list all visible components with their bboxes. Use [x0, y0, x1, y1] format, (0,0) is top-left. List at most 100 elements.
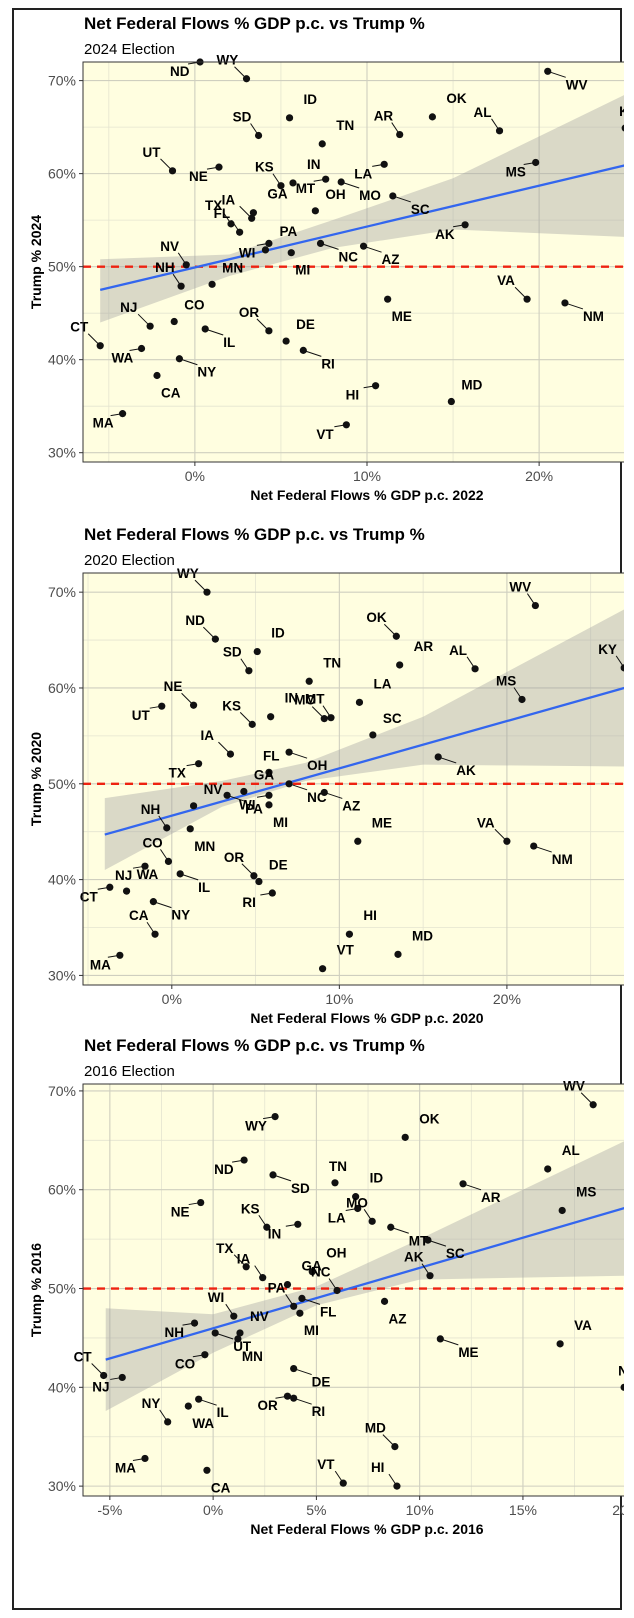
point-label: NM — [552, 852, 573, 867]
point-label: NV — [160, 239, 179, 254]
y-tick-label: 30% — [48, 445, 76, 461]
point-label: WV — [563, 1079, 585, 1094]
data-point — [308, 1268, 316, 1276]
data-point — [434, 753, 442, 761]
chart-panel-2020: Net Federal Flows % GDP p.c. vs Trump % … — [14, 521, 624, 1051]
point-label: CO — [142, 835, 162, 850]
x-tick-label: 15% — [509, 1502, 537, 1518]
data-point — [226, 750, 235, 758]
point-label: TN — [336, 118, 354, 133]
chart-title: Net Federal Flows % GDP p.c. vs Trump % — [84, 525, 425, 544]
y-tick-label: 50% — [48, 259, 76, 275]
point-label: HI — [363, 908, 377, 923]
data-point — [355, 698, 364, 706]
point-label: MD — [412, 928, 433, 943]
y-tick-label: 40% — [48, 352, 76, 368]
data-point — [369, 731, 377, 739]
point-label: MA — [115, 1460, 136, 1475]
point-label: PA — [245, 801, 263, 816]
x-axis-label: Net Federal Flows % GDP p.c. 2022 — [250, 487, 483, 503]
data-point — [236, 228, 244, 236]
point-label: VT — [316, 427, 334, 442]
point-label: LA — [373, 676, 391, 691]
data-point — [215, 163, 223, 171]
data-point — [495, 127, 504, 135]
point-label: KS — [222, 698, 241, 713]
data-point — [177, 282, 185, 290]
data-point — [396, 661, 404, 669]
data-point — [316, 239, 325, 247]
data-point — [530, 842, 538, 850]
data-point — [589, 1101, 597, 1109]
data-point — [436, 1335, 444, 1343]
point-label: SC — [411, 202, 430, 217]
point-label: WA — [112, 351, 134, 366]
data-point — [283, 1280, 292, 1289]
point-label: AL — [562, 1143, 580, 1158]
point-label: MI — [273, 815, 288, 830]
chart-title: Net Federal Flows % GDP p.c. vs Trump % — [84, 1036, 425, 1055]
point-label: MD — [365, 1421, 386, 1436]
data-point — [141, 862, 149, 870]
point-label: DE — [296, 317, 315, 332]
data-point — [294, 1220, 302, 1228]
point-label: SD — [291, 1181, 310, 1196]
data-point — [523, 295, 531, 303]
point-label: UT — [143, 145, 162, 160]
x-tick-label: 20% — [612, 1502, 624, 1518]
point-label: AR — [374, 109, 394, 124]
point-label: ND — [170, 64, 190, 79]
point-label: SC — [446, 1246, 465, 1261]
y-tick-label: 50% — [48, 1281, 76, 1297]
data-point — [265, 791, 273, 799]
data-point — [544, 67, 552, 75]
x-tick-label: 20% — [493, 991, 521, 1007]
fit-line — [99, 164, 624, 292]
point-label: IA — [222, 192, 236, 207]
y-tick-label: 40% — [48, 1379, 76, 1395]
point-label: IA — [237, 1252, 251, 1267]
point-label: WY — [245, 1119, 267, 1134]
x-tick-label: 10% — [406, 1502, 434, 1518]
point-label: OH — [326, 1246, 346, 1261]
data-point — [230, 1312, 238, 1320]
point-label: MA — [93, 416, 114, 431]
point-label: MA — [90, 957, 111, 972]
point-label: OH — [307, 758, 327, 773]
point-label: MO — [359, 188, 381, 203]
point-label: OK — [419, 1111, 440, 1126]
data-point — [245, 667, 253, 675]
point-label: KS — [241, 1201, 260, 1216]
y-tick-label: 70% — [48, 1083, 76, 1099]
point-label: NJ — [92, 1379, 109, 1394]
confidence-band — [100, 95, 624, 323]
data-point — [287, 249, 295, 257]
y-tick-label: 70% — [48, 73, 76, 89]
point-label: WV — [566, 77, 588, 92]
data-point — [621, 124, 624, 132]
point-label: CT — [80, 889, 99, 904]
point-label: TX — [169, 766, 186, 781]
data-point — [558, 1206, 566, 1215]
data-point — [248, 720, 256, 728]
chart-subtitle: 2016 Election — [84, 1063, 175, 1080]
point-label: NH — [141, 802, 161, 817]
data-point — [201, 1351, 209, 1359]
point-label: ND — [185, 613, 205, 628]
point-label: WA — [192, 1416, 214, 1431]
data-point — [380, 160, 388, 168]
y-tick-label: 60% — [48, 1182, 76, 1198]
data-point — [318, 140, 326, 148]
point-label: SC — [383, 711, 402, 726]
data-point — [518, 695, 526, 704]
data-point — [290, 1364, 298, 1373]
chart-panel-2024: Net Federal Flows % GDP p.c. vs Trump % … — [14, 10, 624, 540]
data-point — [211, 635, 219, 643]
point-label: WV — [509, 580, 531, 595]
point-label: CO — [175, 1357, 195, 1372]
data-point — [184, 1402, 192, 1410]
point-label: CO — [184, 298, 204, 313]
data-point — [265, 801, 273, 809]
point-label: ID — [370, 1171, 384, 1186]
data-point — [151, 930, 159, 938]
